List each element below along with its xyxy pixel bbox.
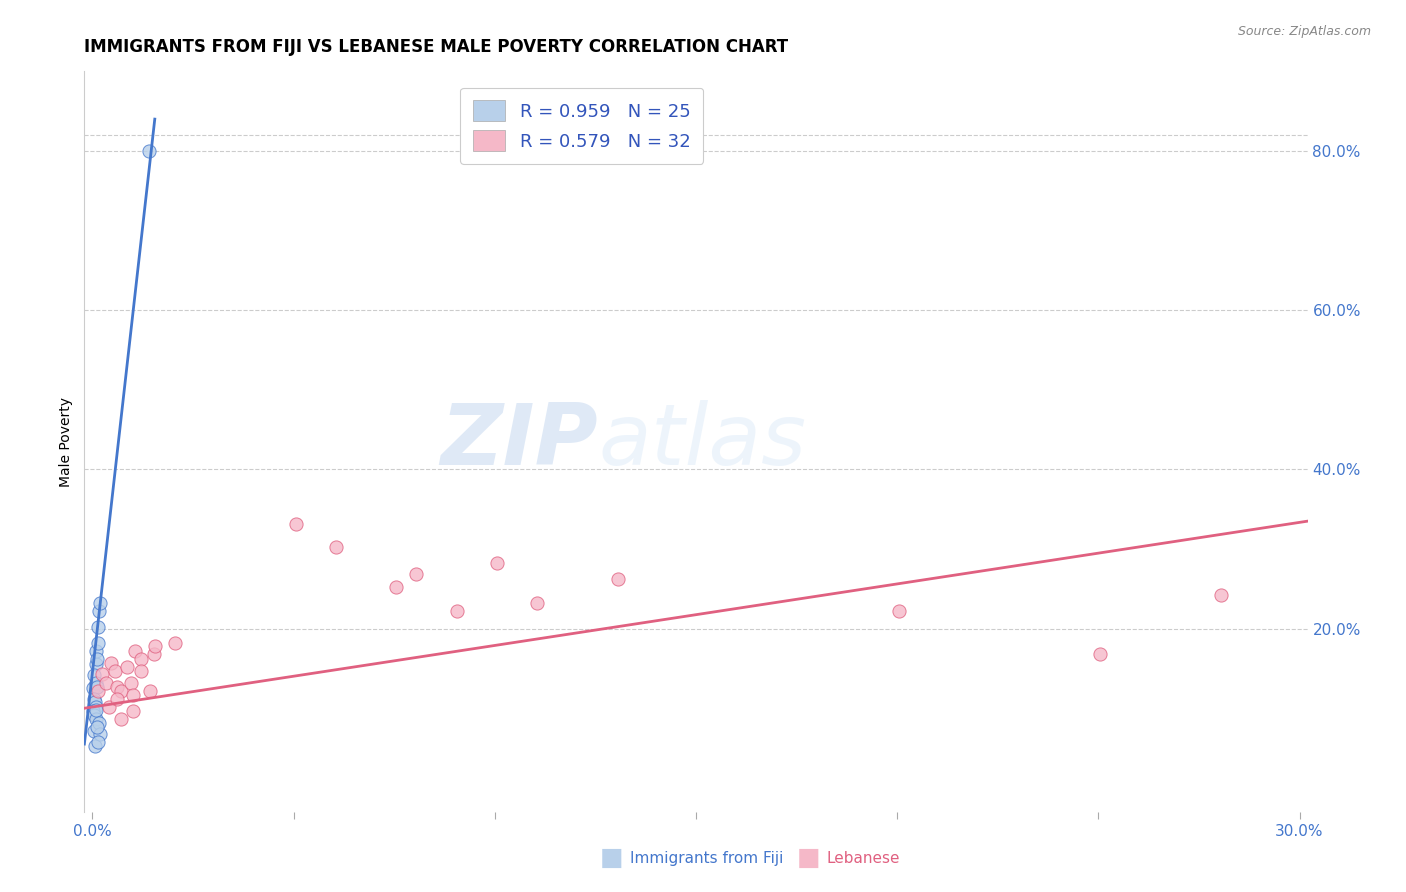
Point	[86, 620, 108, 634]
Point	[131, 664, 153, 678]
Text: ■: ■	[600, 847, 623, 870]
Point	[89, 727, 111, 741]
Point	[84, 699, 107, 714]
Point	[83, 695, 105, 709]
Point	[84, 675, 107, 690]
Point	[84, 657, 107, 672]
Point	[89, 596, 111, 610]
Point	[82, 704, 104, 718]
Point	[89, 715, 111, 730]
Point	[142, 647, 165, 661]
Point	[110, 712, 132, 726]
Text: Source: ZipAtlas.com: Source: ZipAtlas.com	[1237, 25, 1371, 38]
Point	[96, 675, 118, 690]
Point	[485, 557, 508, 571]
Point	[105, 680, 128, 694]
Point	[83, 723, 105, 738]
Point	[385, 580, 408, 594]
Point	[86, 712, 108, 726]
Point	[1090, 647, 1112, 661]
Point	[86, 720, 108, 734]
Text: Lebanese: Lebanese	[827, 851, 900, 865]
Point	[526, 596, 548, 610]
Point	[138, 144, 160, 158]
Point	[122, 704, 145, 718]
Point	[87, 636, 110, 650]
Point	[325, 541, 347, 555]
Point	[110, 683, 132, 698]
Point	[83, 667, 105, 681]
Point	[105, 691, 128, 706]
Point	[100, 656, 122, 670]
Point	[83, 707, 105, 722]
Point	[124, 644, 146, 658]
Point	[84, 703, 107, 717]
Point	[87, 735, 110, 749]
Point	[91, 667, 114, 681]
Point	[98, 699, 121, 714]
Point	[115, 660, 138, 674]
Text: ZIP: ZIP	[440, 400, 598, 483]
Legend: R = 0.959   N = 25, R = 0.579   N = 32: R = 0.959 N = 25, R = 0.579 N = 32	[460, 87, 703, 164]
Point	[143, 639, 166, 653]
Point	[86, 644, 108, 658]
Y-axis label: Male Poverty: Male Poverty	[59, 397, 73, 486]
Point	[446, 604, 468, 618]
Point	[606, 572, 628, 586]
Point	[120, 675, 142, 690]
Text: ■: ■	[797, 847, 820, 870]
Point	[83, 691, 105, 706]
Point	[86, 652, 108, 666]
Text: atlas: atlas	[598, 400, 806, 483]
Point	[131, 652, 153, 666]
Text: Immigrants from Fiji: Immigrants from Fiji	[630, 851, 783, 865]
Text: IMMIGRANTS FROM FIJI VS LEBANESE MALE POVERTY CORRELATION CHART: IMMIGRANTS FROM FIJI VS LEBANESE MALE PO…	[84, 38, 789, 56]
Point	[405, 567, 427, 582]
Point	[103, 664, 125, 678]
Point	[82, 681, 104, 696]
Point	[284, 516, 307, 531]
Point	[84, 739, 107, 754]
Point	[138, 683, 160, 698]
Point	[889, 604, 911, 618]
Point	[87, 683, 110, 698]
Point	[163, 636, 186, 650]
Point	[122, 688, 145, 702]
Point	[1209, 588, 1232, 602]
Point	[87, 604, 110, 618]
Point	[86, 680, 108, 694]
